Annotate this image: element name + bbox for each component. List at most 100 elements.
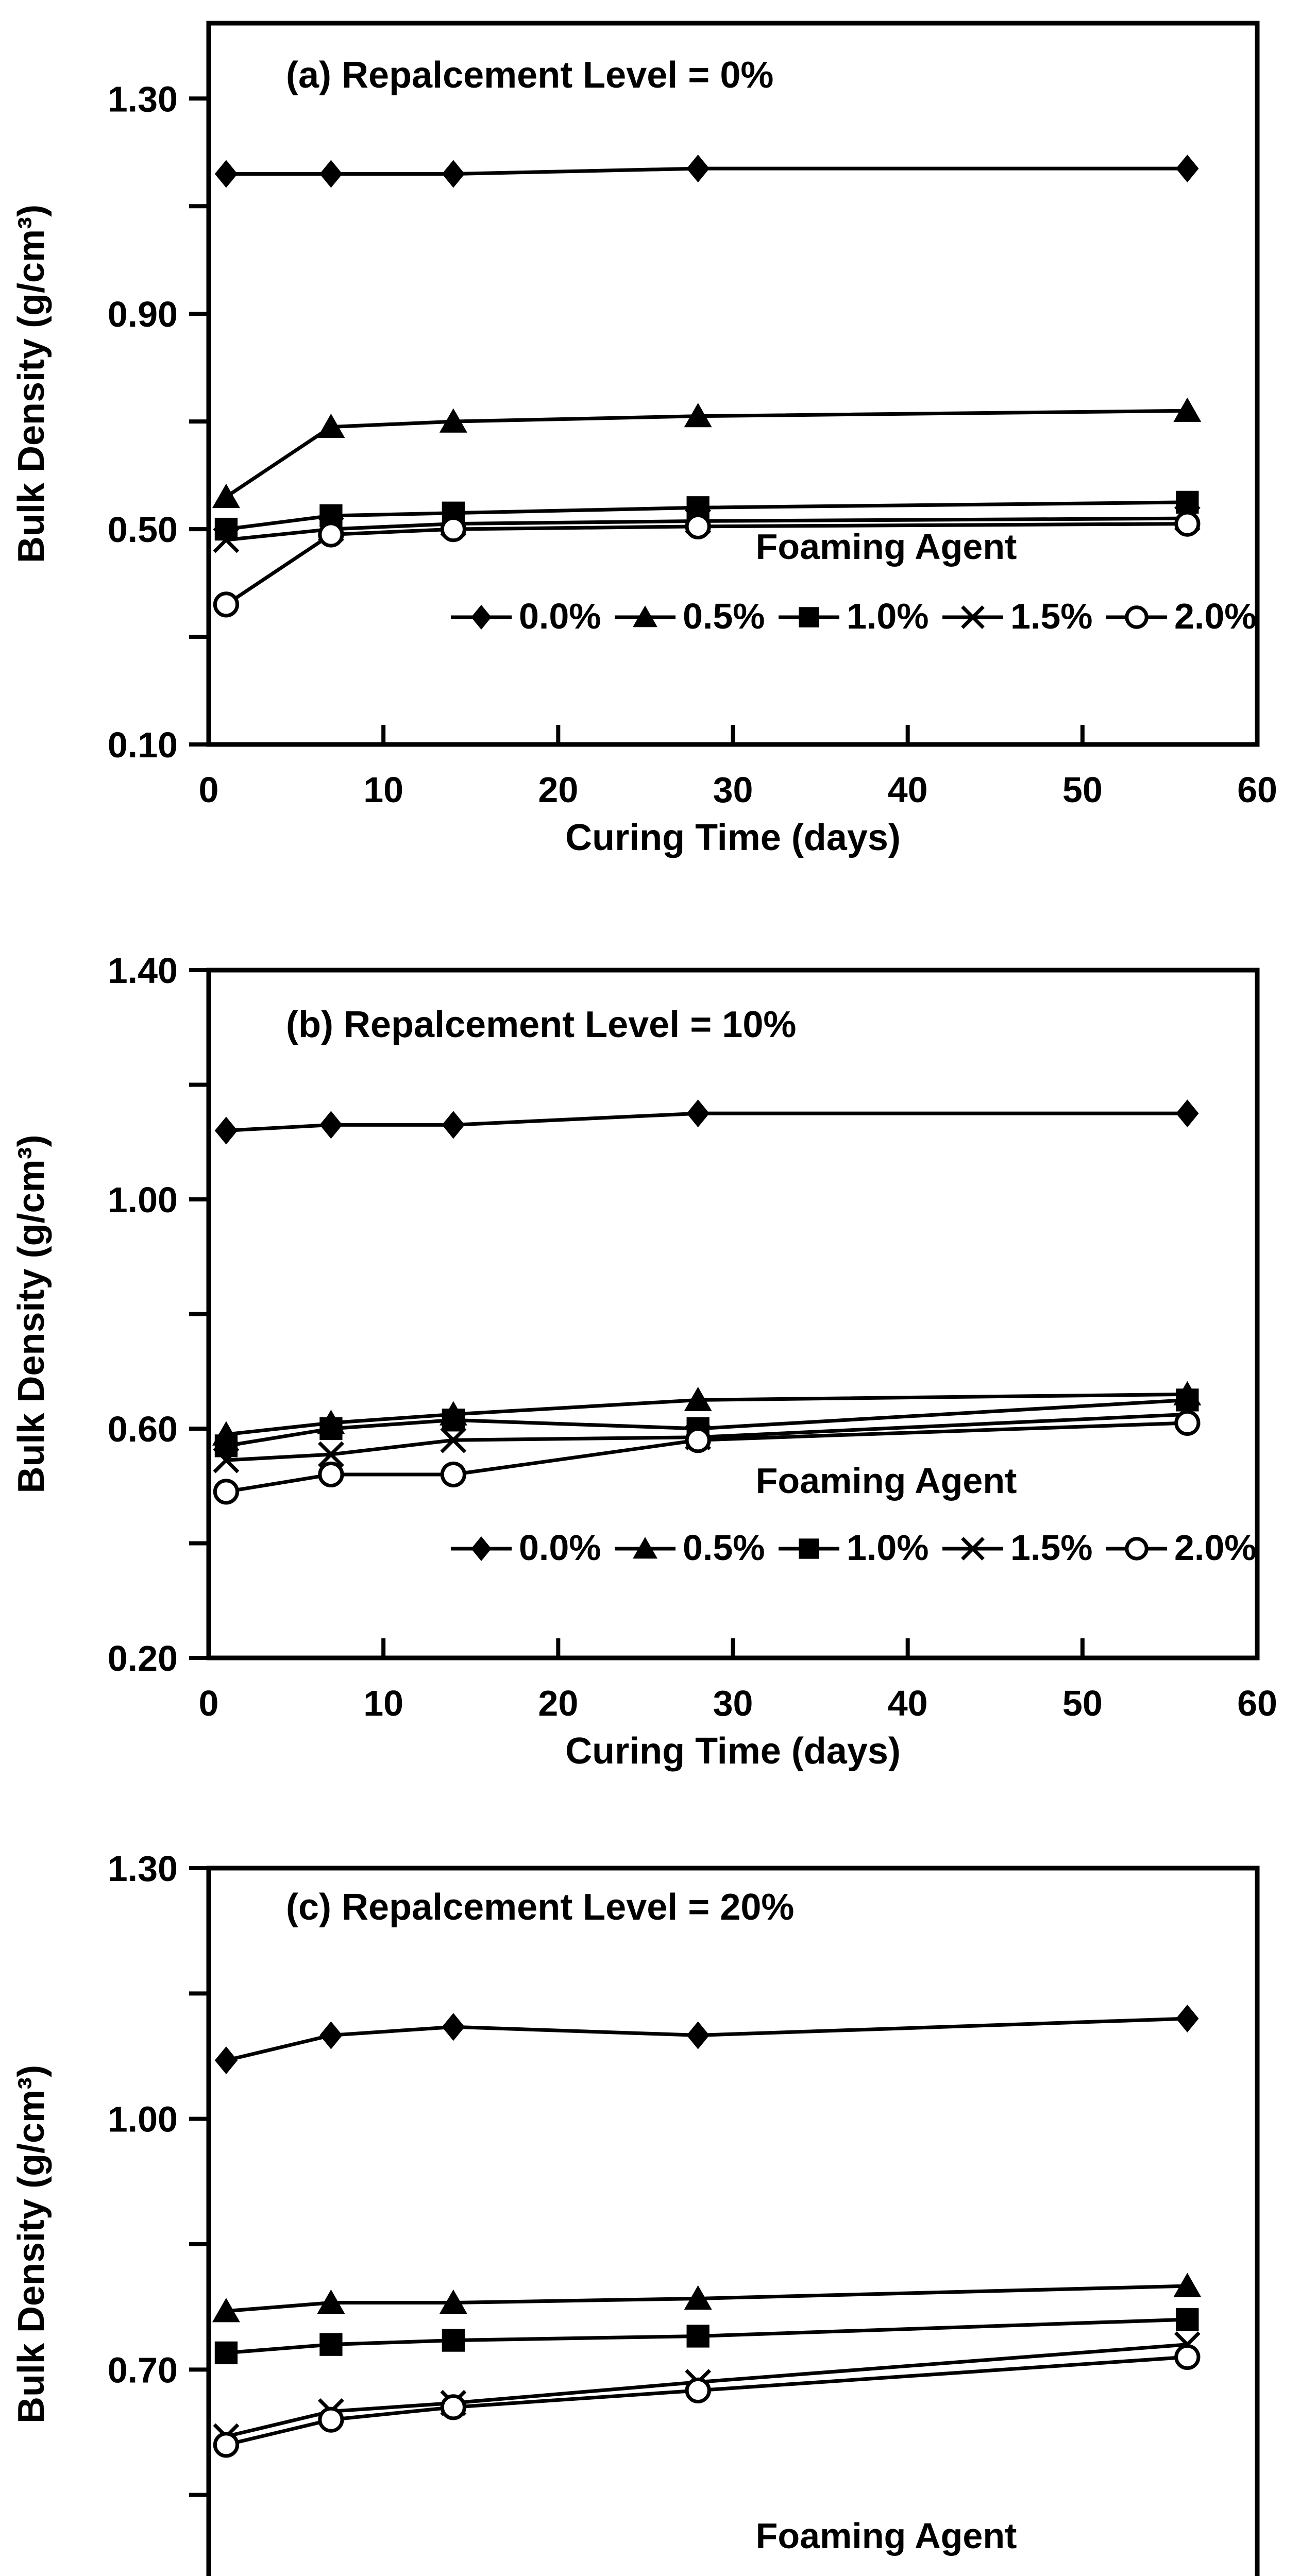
series-0.5%-triangle-marker	[212, 2298, 240, 2323]
series-0.0%-diamond-marker	[1176, 1099, 1199, 1128]
y-axis-tick-label: 1.30	[108, 1849, 178, 1889]
legend-square-icon	[799, 1538, 819, 1559]
x-axis-tick-label: 40	[888, 770, 928, 810]
legend-item-label: 2.0%	[1174, 2570, 1257, 2576]
x-axis-tick-label: 30	[713, 1683, 753, 1723]
series-0.0%-diamond-marker	[319, 160, 343, 188]
series-1.0%-square-marker	[319, 2333, 343, 2356]
series-0.0%-diamond-marker	[442, 2013, 465, 2041]
chart-b-replacement-10: 0.20 0.60 1.00 1.40 0 10 20 30 40 50 60 Curing Time…	[11, 951, 1277, 1772]
series-1.0%-square-marker	[442, 1409, 465, 1432]
y-axis-tick-label: 0.10	[108, 725, 178, 765]
series-0.5%-triangle-marker	[317, 2289, 345, 2314]
series-2.0%-circle-marker	[440, 516, 466, 543]
x-axis-tick-label: 10	[363, 770, 403, 810]
series-0.0%-diamond-marker	[319, 1111, 343, 1139]
series-1.5%-x-marker	[213, 1447, 240, 1473]
legend-x-icon	[961, 605, 985, 629]
y-axis-title: Bulk Density (g/cm³)	[11, 2065, 52, 2424]
y-axis-tick-label: 0.60	[108, 1409, 178, 1449]
legend-item-label: 1.5%	[1010, 2570, 1093, 2576]
chart-title: (c) Repalcement Level = 20%	[286, 1887, 794, 1928]
series-2.0%-circle-marker	[440, 2394, 466, 2420]
y-axis-title: Bulk Density (g/cm³)	[11, 1134, 52, 1493]
y-axis-tick-label: 0.70	[108, 2350, 178, 2390]
legend-item-label: 0.5%	[683, 1528, 765, 1568]
x-axis-title: Curing Time (days)	[565, 817, 901, 858]
series-2.0%-circle-marker	[1174, 1410, 1201, 1436]
series-0.0%-diamond-marker	[442, 160, 465, 188]
series-line-2.0%	[226, 2355, 1188, 2447]
legend-item-label: 1.0%	[847, 596, 929, 636]
series-0.0%-diamond-marker	[214, 2046, 238, 2075]
y-axis-title: Bulk Density (g/cm³)	[11, 205, 52, 563]
series-0.0%-diamond-marker	[442, 1111, 465, 1139]
series-1.5%-x-marker	[440, 1427, 467, 1453]
series-2.0%-circle-marker	[440, 1461, 466, 1488]
series-line-0.0%	[226, 2016, 1188, 2062]
y-axis-tick-label: 1.00	[108, 2099, 178, 2140]
legend-item-label: 1.0%	[847, 1528, 929, 1568]
legend-square-icon	[799, 607, 819, 628]
series-2.0%-circle-marker	[1174, 2344, 1201, 2370]
legend-item-label: 1.5%	[1010, 1528, 1093, 1568]
y-axis-tick-label: 0.20	[108, 1638, 178, 1679]
x-axis-title: Curing Time (days)	[565, 1731, 901, 1772]
series-0.0%-diamond-marker	[686, 155, 710, 183]
chart-title: (a) Repalcement Level = 0%	[286, 55, 773, 96]
series-0.5%-triangle-marker	[684, 2285, 712, 2310]
legend-triangle-icon	[633, 605, 657, 628]
legend-title: Foaming Agent	[756, 2516, 1017, 2556]
series-1.5%-x-marker	[213, 527, 240, 553]
series-1.0%-square-marker	[442, 2329, 465, 2352]
series-0.5%-triangle-marker	[317, 413, 345, 438]
legend-item-label: 2.0%	[1174, 596, 1257, 636]
legend-item-label: 0.5%	[683, 596, 765, 636]
legend-title: Foaming Agent	[756, 527, 1017, 567]
series-0.5%-triangle-marker	[212, 483, 240, 509]
chart-title: (b) Repalcement Level = 10%	[286, 1004, 796, 1045]
series-1.0%-square-marker	[214, 517, 238, 541]
series-0.0%-diamond-marker	[214, 160, 238, 188]
chart-block-b: 0.20 0.60 1.00 1.40 0 10 20 30 40 50 60 Curing Time…	[0, 908, 1300, 1817]
series-2.0%-circle-marker	[1174, 511, 1201, 537]
series-1.5%-x-marker	[317, 1441, 344, 1468]
series-0.0%-diamond-marker	[214, 1116, 238, 1145]
series-0.5%-triangle-marker	[1173, 2273, 1202, 2297]
legend-item-label: 0.0%	[519, 2570, 601, 2576]
series-0.5%-triangle-marker	[439, 2289, 467, 2314]
x-axis-tick-label: 30	[713, 770, 753, 810]
legend-circle-icon	[1125, 1537, 1149, 1561]
y-axis-tick-label: 0.50	[108, 510, 178, 550]
series-2.0%-circle-marker	[318, 1461, 344, 1488]
series-2.0%-circle-marker	[685, 513, 711, 539]
series-1.0%-square-marker	[686, 2325, 710, 2348]
x-axis-tick-label: 0	[199, 1683, 219, 1723]
legend-item-label: 1.0%	[847, 2570, 929, 2576]
series-2.0%-circle-marker	[213, 591, 240, 618]
legend-item-label: 0.0%	[519, 596, 601, 636]
legend-item-label: 0.0%	[519, 1528, 601, 1568]
x-axis-tick-label: 20	[538, 770, 578, 810]
x-axis-tick-label: 60	[1237, 1683, 1277, 1723]
x-axis-tick-label: 50	[1062, 770, 1103, 810]
legend-diamond-icon	[471, 605, 492, 630]
x-axis-tick-label: 10	[363, 1683, 403, 1723]
series-0.5%-triangle-marker	[684, 1386, 712, 1411]
chart-block-a: 0.10 0.50 0.90 1.30 0 10 20 30 40 50 60 Curing Time…	[0, 0, 1300, 908]
legend-item-label: 0.5%	[683, 2570, 765, 2576]
legend-diamond-icon	[471, 1536, 492, 1561]
legend-x-icon	[961, 1537, 985, 1561]
series-2.0%-circle-marker	[213, 2432, 240, 2458]
y-axis-tick-label: 0.90	[108, 294, 178, 334]
series-0.0%-diamond-marker	[686, 2021, 710, 2049]
series-0.0%-diamond-marker	[1176, 2005, 1199, 2032]
y-axis-tick-label: 1.40	[108, 951, 178, 991]
x-axis-tick-label: 50	[1062, 1683, 1103, 1723]
series-1.0%-square-marker	[319, 1417, 343, 1440]
x-axis-tick-label: 40	[888, 1683, 928, 1723]
series-0.0%-diamond-marker	[319, 2021, 343, 2049]
x-axis-tick-label: 0	[199, 770, 219, 810]
